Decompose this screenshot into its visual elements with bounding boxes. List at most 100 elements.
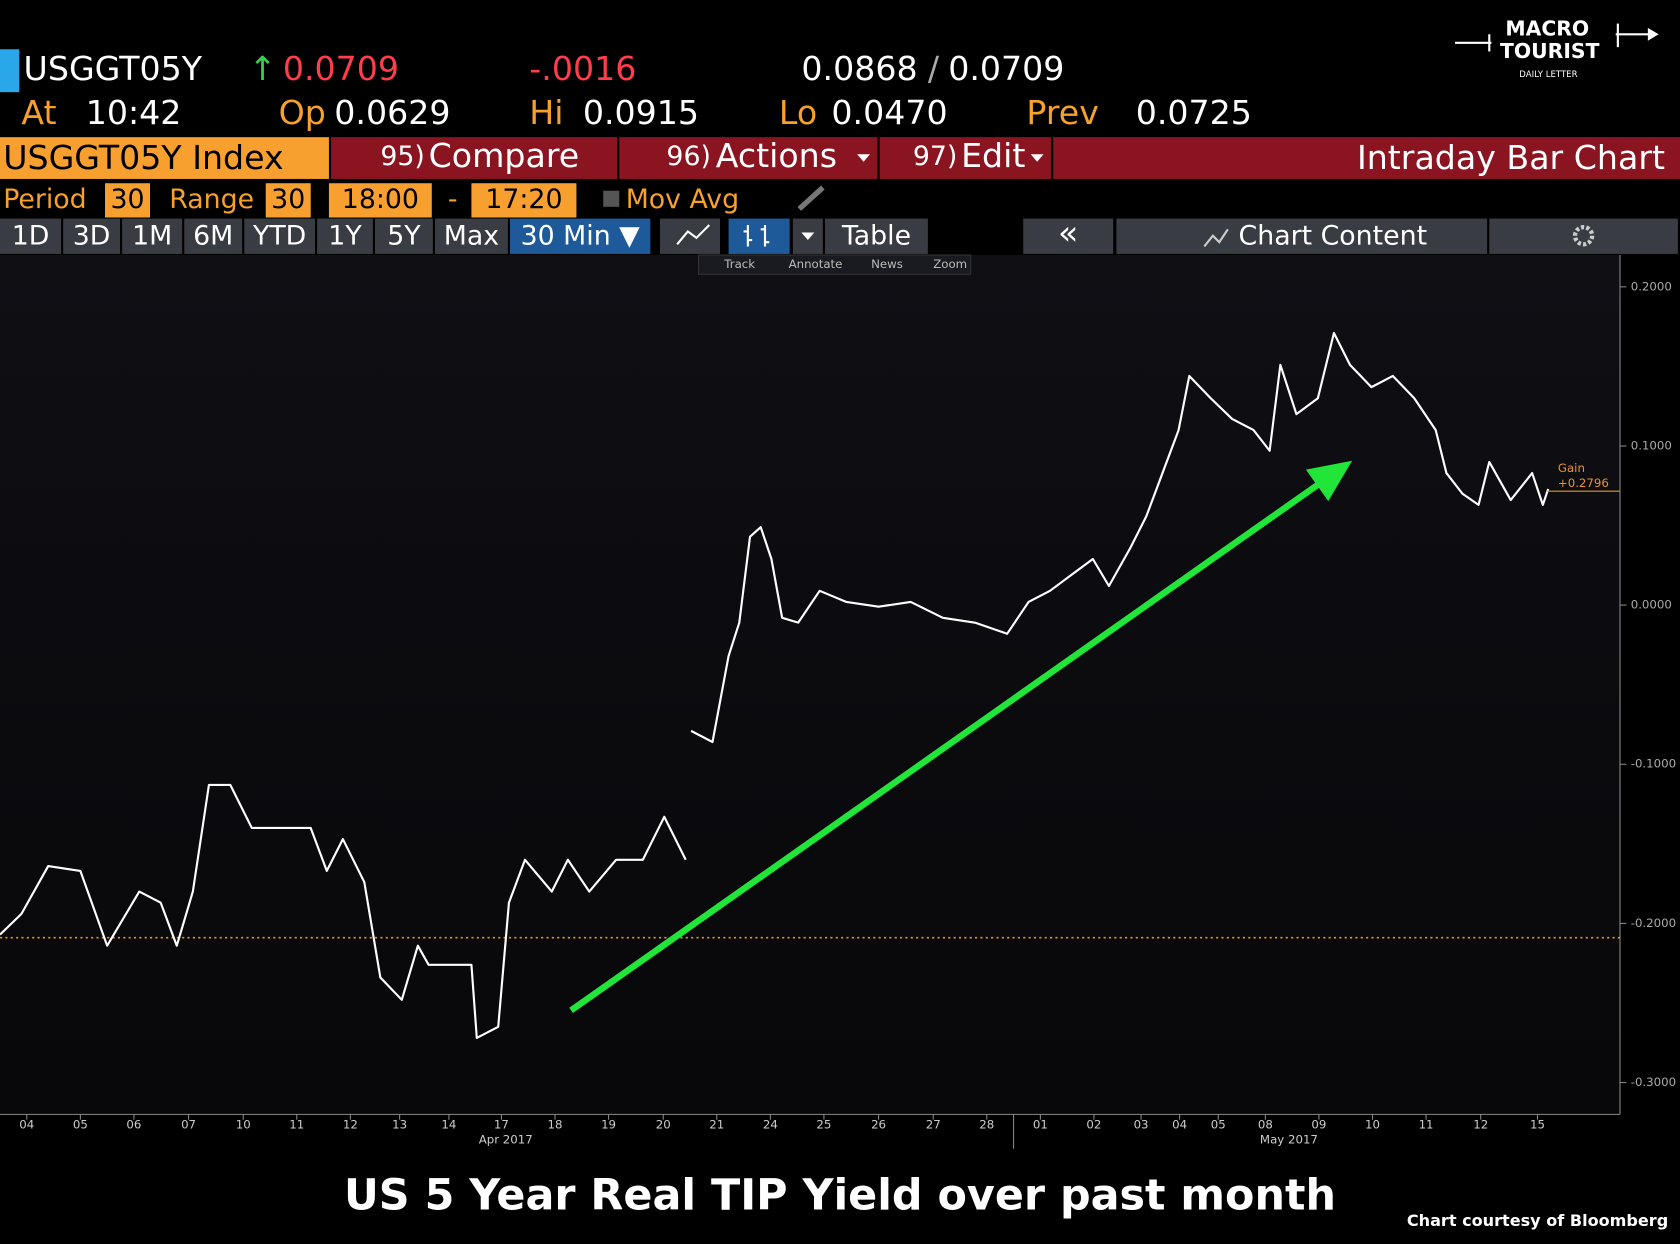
dropdown-icon[interactable] <box>1030 154 1044 162</box>
low-label: Lo <box>779 93 817 132</box>
security-name[interactable]: USGGT05Y Index <box>3 138 283 177</box>
low: 0.0470 <box>831 93 947 132</box>
menu-number[interactable]: 97) <box>913 141 958 172</box>
prev-label: Prev <box>1026 93 1098 132</box>
caption: US 5 Year Real TIP Yield over past month <box>344 1170 1336 1220</box>
tab[interactable] <box>317 218 373 254</box>
credit: Chart courtesy of Bloomberg <box>1407 1211 1668 1230</box>
pencil-icon[interactable] <box>797 185 825 211</box>
menu-number[interactable]: 95) <box>380 141 425 172</box>
menu-bar <box>331 137 1680 179</box>
chart-content-label[interactable]: Chart Content <box>1239 220 1428 251</box>
tab[interactable] <box>435 218 508 254</box>
dash: - <box>448 184 458 215</box>
x-tick-label: 11 <box>289 1118 304 1132</box>
separator: / <box>928 49 940 88</box>
mov-avg-label[interactable]: Mov Avg <box>626 184 739 215</box>
dropdown-icon <box>801 232 815 241</box>
x-tick-label: 15 <box>1530 1118 1545 1132</box>
y-tick-label: -0.2000 <box>1631 916 1676 930</box>
input-box[interactable] <box>471 183 577 218</box>
logo: MACRO TOURIST DAILY LETTER <box>1455 16 1659 80</box>
logo-line: TOURIST <box>1500 39 1600 63</box>
input-box[interactable] <box>328 183 432 218</box>
back-label[interactable]: « <box>1058 213 1078 252</box>
tab[interactable] <box>0 218 62 254</box>
security-bar[interactable] <box>0 137 329 179</box>
tab-label[interactable]: 30 Min ▼ <box>521 220 641 251</box>
x-tick-label: 07 <box>181 1118 196 1132</box>
table-label[interactable]: Table <box>841 220 911 251</box>
open: 0.0629 <box>334 93 450 132</box>
tab-label[interactable]: YTD <box>252 220 306 251</box>
chart-content-button[interactable] <box>1116 218 1488 254</box>
x-tick-label: 14 <box>441 1118 456 1132</box>
y-tick-label: 0.0000 <box>1631 598 1672 612</box>
tab-label[interactable]: 1D <box>12 220 50 251</box>
chart-tool[interactable]: Track <box>723 257 755 271</box>
x-tick-label: 21 <box>709 1118 724 1132</box>
x-tick-label: 26 <box>871 1118 886 1132</box>
range-value[interactable]: 30 <box>271 184 305 215</box>
x-tick-label: 04 <box>19 1118 34 1132</box>
menu-number[interactable]: 96) <box>666 141 711 172</box>
tab-label[interactable]: 1Y <box>328 220 362 251</box>
dropdown-icon[interactable] <box>857 154 870 162</box>
x-tick-label: 08 <box>1258 1118 1273 1132</box>
security-marker <box>0 49 20 93</box>
prev: 0.0725 <box>1136 93 1252 132</box>
x-tick-label: 28 <box>979 1118 994 1132</box>
plot-area[interactable] <box>0 255 1620 1115</box>
chart-tool[interactable]: Zoom <box>933 257 967 271</box>
tab-label[interactable]: 3D <box>73 220 111 251</box>
high: 0.0915 <box>583 93 699 132</box>
tab[interactable] <box>244 218 315 254</box>
menu-item[interactable]: Compare <box>429 136 580 175</box>
trend-arrow <box>569 480 1322 1014</box>
high-label: Hi <box>529 93 563 132</box>
checkbox[interactable] <box>603 190 620 207</box>
table-button[interactable] <box>825 218 928 254</box>
y-tick-label: 0.2000 <box>1631 279 1672 293</box>
start-time[interactable]: 18:00 <box>342 184 419 215</box>
settings-button[interactable] <box>1489 218 1678 254</box>
ticker: USGGT05Y <box>24 49 203 88</box>
input-box[interactable] <box>265 183 311 218</box>
gain-value: +0.2796 <box>1558 476 1609 490</box>
chart-tool[interactable]: News <box>871 257 903 271</box>
x-tick-label: 01 <box>1033 1118 1048 1132</box>
up-arrow: ↑ <box>249 49 277 88</box>
time-label: At <box>21 93 56 132</box>
tab[interactable] <box>122 218 183 254</box>
x-tick-label: 09 <box>1311 1118 1326 1132</box>
x-tick-label: 17 <box>494 1118 509 1132</box>
logo-line: MACRO <box>1505 16 1589 40</box>
period-value[interactable]: 30 <box>110 184 144 215</box>
tab-label[interactable]: Max <box>444 220 499 251</box>
back-button[interactable] <box>1023 218 1114 254</box>
menu-item[interactable]: Edit <box>961 136 1025 175</box>
time: 10:42 <box>86 93 182 132</box>
x-tick-label: 12 <box>343 1118 358 1132</box>
line-chart-button[interactable] <box>660 218 720 254</box>
input-box[interactable] <box>105 183 150 218</box>
tab[interactable] <box>63 218 120 254</box>
line-chart-icon <box>676 224 711 245</box>
tab-label[interactable]: 1M <box>132 220 172 251</box>
tab[interactable] <box>375 218 433 254</box>
range-label: Range <box>169 184 254 215</box>
tab-label[interactable]: 5Y <box>387 220 421 251</box>
chart-toolbar <box>698 254 972 275</box>
open-label: Op <box>279 93 326 132</box>
tab-label[interactable]: 6M <box>193 220 233 251</box>
tab[interactable] <box>510 218 651 254</box>
menu-item[interactable]: Actions <box>716 136 837 175</box>
tab[interactable] <box>184 218 243 254</box>
chart-tool[interactable]: Annotate <box>789 257 843 271</box>
x-tick-label: 03 <box>1134 1118 1149 1132</box>
x-tick-label: 24 <box>763 1118 778 1132</box>
x-tick-label: 10 <box>236 1118 251 1132</box>
end-time[interactable]: 17:20 <box>485 184 562 215</box>
x-tick-label: 13 <box>392 1118 407 1132</box>
bar-chart-button[interactable] <box>728 218 790 254</box>
